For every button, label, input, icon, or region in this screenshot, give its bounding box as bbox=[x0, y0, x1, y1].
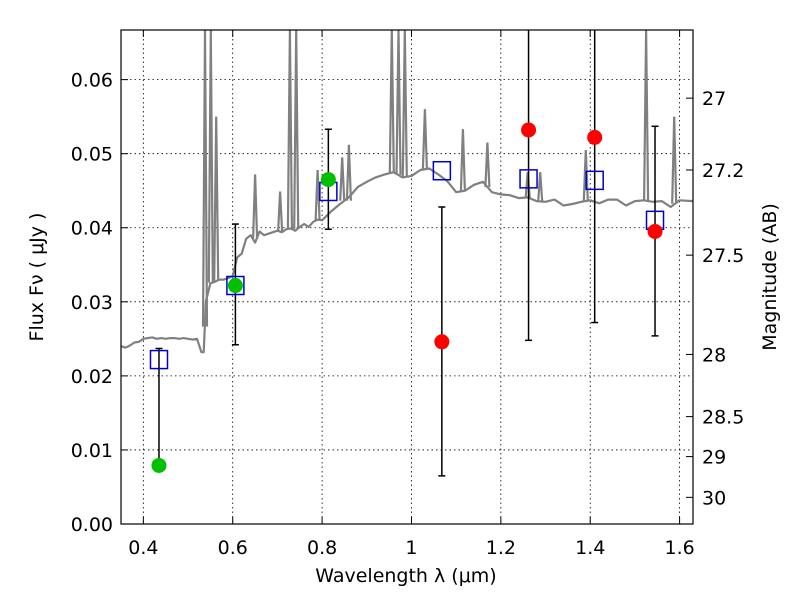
sed-emission-line bbox=[671, 116, 678, 204]
observed-green-point bbox=[227, 278, 243, 294]
errorbar-layer bbox=[155, 30, 659, 477]
y-tick-label: 0.02 bbox=[71, 366, 113, 388]
sed-emission-line bbox=[401, 29, 408, 177]
model-point bbox=[149, 349, 169, 370]
y-tick-layer: 0.00 0.01 0.02 0.03 0.04 0.05 0.06 bbox=[71, 70, 128, 536]
sed-emission-line bbox=[252, 174, 259, 239]
sed-emission-line bbox=[207, 29, 214, 283]
x-tick-label: 1.6 bbox=[664, 537, 694, 559]
sed-emission-line bbox=[484, 142, 491, 188]
y2-tick-label: 28 bbox=[702, 344, 726, 366]
data-point-layer bbox=[149, 122, 665, 473]
observed-red-point bbox=[647, 223, 663, 239]
sed-emission-line bbox=[339, 157, 346, 201]
model-point bbox=[519, 169, 538, 189]
y-tick-label: 0.06 bbox=[71, 70, 113, 92]
observed-green-point bbox=[151, 457, 167, 473]
y-tick-label: 0.05 bbox=[71, 144, 113, 166]
sed-emission-line bbox=[537, 172, 544, 202]
model-point bbox=[585, 170, 604, 191]
sed-emission-line bbox=[459, 129, 466, 192]
sed-emission-line bbox=[201, 29, 209, 327]
observed-red-point bbox=[587, 129, 603, 145]
y-tick-label: 0.00 bbox=[71, 514, 113, 536]
y-tick-label: 0.04 bbox=[71, 218, 113, 240]
plot-frame bbox=[120, 29, 694, 525]
model-point bbox=[432, 160, 452, 181]
sed-emission-line bbox=[582, 149, 589, 202]
sed-emission-line bbox=[388, 29, 395, 174]
sed-emission-line bbox=[395, 29, 402, 175]
observed-red-point bbox=[434, 334, 450, 350]
x-tick-layer: 0.4 0.6 0.8 1 1.2 1.4 1.6 bbox=[128, 30, 695, 559]
y2-axis-label: Magnitude (AB) bbox=[759, 203, 781, 351]
x-tick-label: 1.4 bbox=[575, 537, 605, 559]
y2-tick-label: 27 bbox=[702, 88, 726, 110]
observed-green-point bbox=[320, 172, 336, 188]
x-axis-label: Wavelength λ (μm) bbox=[315, 565, 496, 587]
sed-emission-line bbox=[293, 29, 300, 229]
sed-emission-line bbox=[277, 191, 284, 232]
y2-tick-layer: 27 27.2 27.5 28 28.5 29 30 bbox=[686, 88, 744, 509]
y2-tick-label: 27.2 bbox=[702, 160, 744, 182]
y-tick-label: 0.03 bbox=[71, 292, 113, 314]
x-tick-label: 0.8 bbox=[307, 537, 337, 559]
sed-emission-line bbox=[421, 109, 428, 170]
y2-tick-label: 30 bbox=[702, 487, 726, 509]
y2-tick-label: 29 bbox=[702, 447, 726, 469]
x-tick-label: 1 bbox=[405, 537, 417, 559]
sed-emission-line bbox=[286, 29, 293, 229]
observed-red-point bbox=[521, 122, 537, 138]
y-axis-label: Flux Fν ( μJy ) bbox=[26, 213, 48, 342]
sed-curve-layer bbox=[120, 29, 694, 354]
y2-tick-label: 28.5 bbox=[702, 407, 744, 429]
x-tick-label: 1.2 bbox=[486, 537, 516, 559]
model-point bbox=[226, 275, 245, 296]
sed-emission-line bbox=[643, 29, 650, 202]
sed-emission-line bbox=[213, 116, 220, 281]
sed-curve bbox=[120, 167, 694, 354]
x-tick-label: 0.4 bbox=[128, 537, 158, 559]
x-tick-label: 0.6 bbox=[218, 537, 248, 559]
sed-emission-line bbox=[314, 169, 321, 221]
y-tick-label: 0.01 bbox=[71, 440, 113, 462]
y2-tick-label: 27.5 bbox=[702, 245, 744, 267]
sed-emission-line bbox=[345, 144, 352, 201]
